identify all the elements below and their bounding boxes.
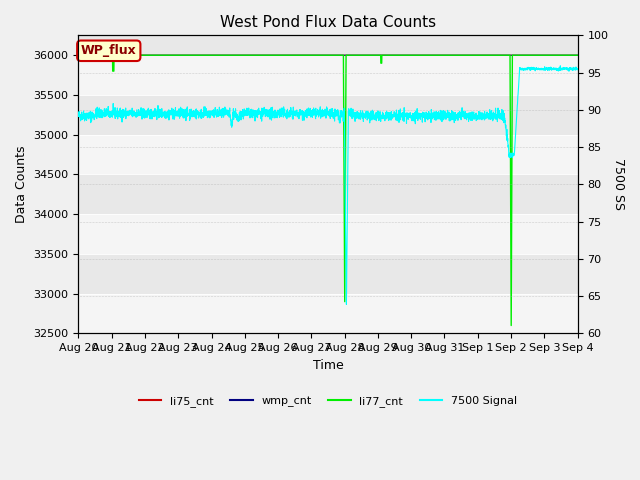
Legend: li75_cnt, wmp_cnt, li77_cnt, 7500 Signal: li75_cnt, wmp_cnt, li77_cnt, 7500 Signal xyxy=(134,392,522,411)
Text: WP_flux: WP_flux xyxy=(81,44,137,57)
Bar xyxy=(79,214,578,254)
Bar xyxy=(79,294,578,334)
Bar xyxy=(79,55,578,95)
Y-axis label: Data Counts: Data Counts xyxy=(15,145,28,223)
Y-axis label: 7500 SS: 7500 SS xyxy=(612,158,625,210)
X-axis label: Time: Time xyxy=(312,359,344,372)
Bar xyxy=(79,135,578,174)
Title: West Pond Flux Data Counts: West Pond Flux Data Counts xyxy=(220,15,436,30)
